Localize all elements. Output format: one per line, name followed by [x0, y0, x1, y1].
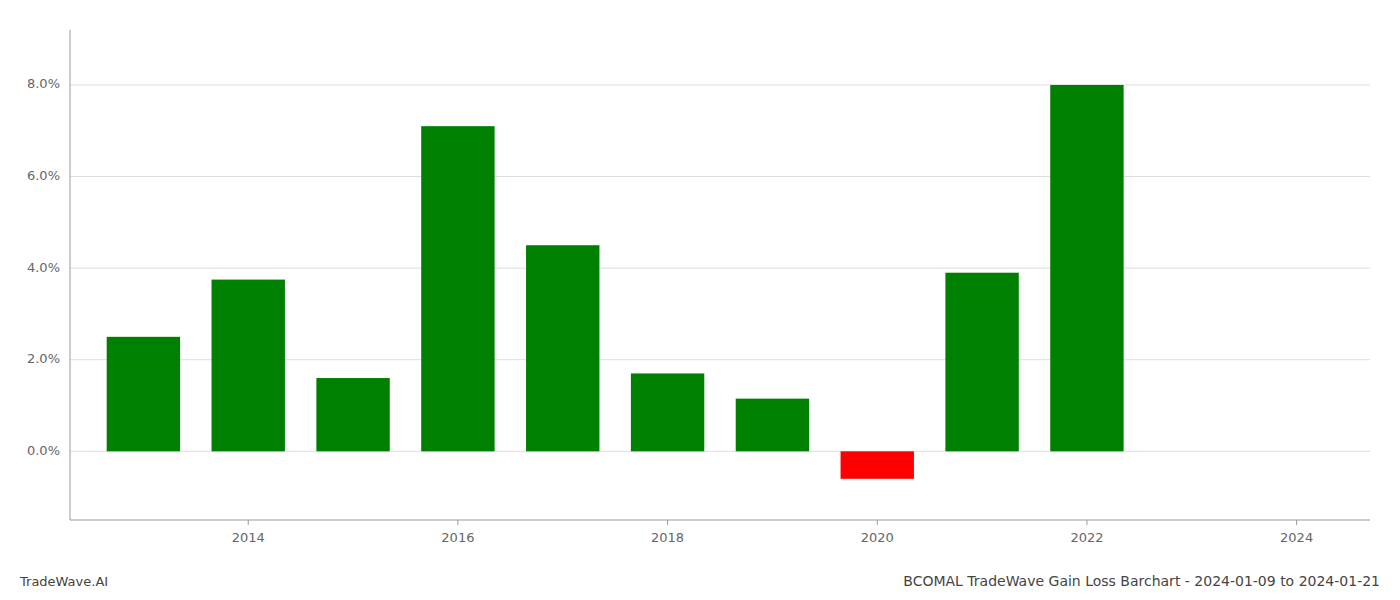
bar — [316, 378, 389, 451]
y-tick-label: 4.0% — [27, 260, 60, 275]
grid-line — [70, 268, 1370, 269]
x-tick-label: 2020 — [861, 530, 894, 545]
bar — [212, 280, 285, 452]
x-tick-label: 2014 — [232, 530, 265, 545]
grid-line — [70, 176, 1370, 177]
x-tick — [1296, 520, 1297, 525]
bar — [1050, 85, 1123, 451]
y-tick-label: 2.0% — [27, 351, 60, 366]
footer: TradeWave.AI — [19, 574, 108, 589]
x-tick — [1086, 520, 1087, 525]
grid-line — [70, 84, 1370, 85]
bar — [107, 337, 180, 451]
bar — [631, 373, 704, 451]
x-tick-label: 2022 — [1070, 530, 1103, 545]
bars — [107, 85, 1124, 479]
x-axis-line — [70, 520, 1370, 521]
bar — [736, 399, 809, 452]
x-tick — [877, 520, 878, 525]
chart: 0.0% 2.0% 4.0% 6.0% 8.0% 2014 2016 2018 2020 2022… — [0, 0, 1400, 600]
bar — [421, 126, 494, 451]
x-tick — [457, 520, 458, 525]
x-tick-label: 2016 — [441, 530, 474, 545]
y-tick-label: 6.0% — [27, 168, 60, 183]
x-tick-label: 2024 — [1280, 530, 1313, 545]
bar — [841, 451, 914, 478]
y-tick-label: 0.0% — [27, 443, 60, 458]
title: BCOMAL TradeWave Gain Loss Barchart - 20… — [903, 573, 1380, 589]
bar — [945, 273, 1018, 452]
bar — [1155, 451, 1228, 452]
y-grid — [70, 85, 1370, 451]
bar — [526, 245, 599, 451]
x-tick — [248, 520, 249, 525]
x-tick — [667, 520, 668, 525]
y-tick-label: 8.0% — [27, 76, 60, 91]
y-axis-line — [70, 30, 71, 520]
x-tick-label: 2018 — [651, 530, 684, 545]
